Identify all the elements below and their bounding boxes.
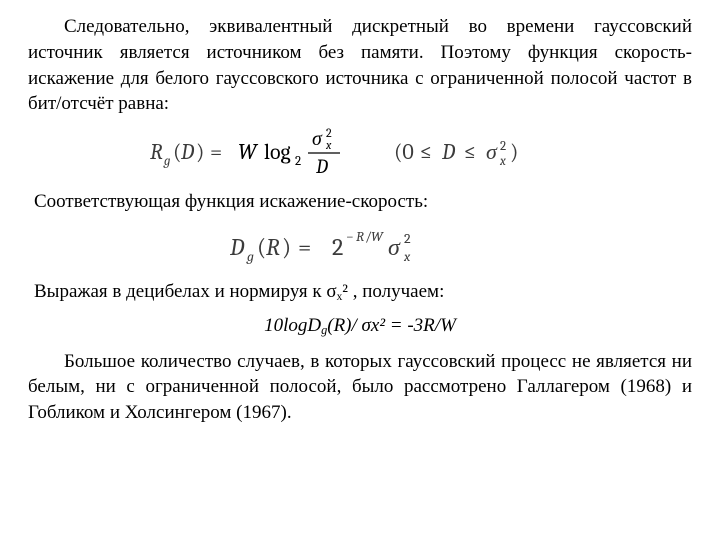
formula-1-svg: R g ( D ) = W log 2 σ x 2 D (0	[150, 127, 570, 179]
formula-decibel: 10logDg(R)/ σх² = -3R/W	[28, 315, 692, 338]
svg-text:(0: (0	[394, 139, 414, 165]
svg-text:2: 2	[500, 139, 506, 154]
svg-text:): )	[510, 139, 518, 165]
svg-text:≤: ≤	[420, 139, 432, 165]
svg-text:x: x	[499, 154, 506, 169]
svg-text:): )	[196, 139, 204, 165]
svg-text:2: 2	[332, 233, 343, 261]
formula-rate-distortion: R g ( D ) = W log 2 σ x 2 D (0	[28, 127, 692, 179]
formula-2-svg: D g ( R ) = 2 − R / W σ x 2	[230, 225, 490, 267]
svg-text:R: R	[356, 228, 364, 245]
svg-text:σ: σ	[388, 233, 401, 261]
svg-text:2: 2	[404, 230, 411, 247]
svg-text:2: 2	[295, 154, 301, 169]
paragraph-4: Большое количество случаев, в которых га…	[28, 349, 692, 426]
paragraph-2: Соответствующая функция искажение-скорос…	[34, 189, 692, 215]
formula-distortion-rate: D g ( R ) = 2 − R / W σ x 2	[28, 225, 692, 267]
svg-text:x: x	[325, 138, 332, 152]
paragraph-3: Выражая в децибелах и нормируя к σх² , п…	[34, 279, 692, 305]
svg-text:R: R	[150, 139, 163, 165]
svg-text:D: D	[315, 155, 328, 178]
svg-text:2: 2	[326, 127, 332, 140]
p3-suffix: ² , получаем:	[342, 281, 444, 302]
svg-text:(: (	[257, 233, 266, 261]
svg-text:): )	[282, 233, 291, 261]
svg-text:W: W	[238, 139, 259, 165]
paragraph-1: Следовательно, эквивалентный дискретный …	[28, 14, 692, 117]
svg-text:≤: ≤	[464, 139, 476, 165]
svg-text:R: R	[266, 233, 280, 261]
svg-text:x: x	[403, 248, 411, 265]
svg-text:D: D	[441, 139, 456, 165]
svg-text:D: D	[230, 233, 245, 261]
p3-prefix: Выражая в децибелах и нормируя к σ	[34, 281, 337, 302]
svg-text:g: g	[163, 154, 170, 169]
svg-text:=: =	[298, 233, 311, 261]
svg-text:log: log	[264, 139, 291, 165]
svg-text:=: =	[210, 139, 222, 165]
svg-text:D: D	[180, 139, 195, 165]
formula-3-text: 10logDg(R)/ σх² = -3R/W	[264, 315, 456, 336]
svg-text:σ: σ	[312, 127, 323, 150]
document-page: Следовательно, эквивалентный дискретный …	[0, 0, 720, 540]
svg-text:W: W	[371, 228, 384, 245]
svg-text:σ: σ	[486, 139, 498, 165]
svg-text:−: −	[346, 228, 354, 245]
svg-text:g: g	[246, 248, 254, 265]
